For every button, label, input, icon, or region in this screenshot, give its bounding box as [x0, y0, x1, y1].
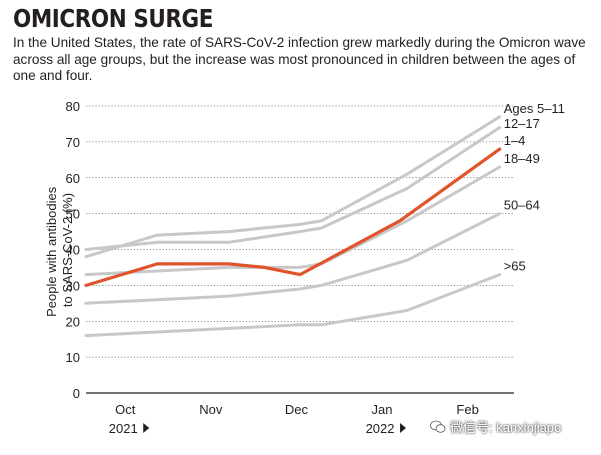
series-line	[84, 212, 502, 305]
year-arrow-icon	[143, 423, 150, 433]
wechat-icon	[430, 420, 446, 433]
watermark: 微信号: kanxinjiapo	[430, 417, 561, 436]
x-tick-label: Feb	[456, 402, 478, 417]
series-label: 18–49	[504, 151, 540, 166]
series-line	[84, 126, 502, 251]
y-axis-label: People with antibodies to SARS-CoV-2 (%)	[44, 183, 75, 317]
x-tick-label: Dec	[285, 402, 309, 417]
x-year-label: 2022	[366, 421, 395, 436]
series-label: Ages 5–11	[504, 101, 565, 116]
y-tick-label: 50	[66, 207, 80, 222]
chart-title: OMICRON SURGE	[13, 4, 214, 33]
x-tick-labels: Oct Nov Dec Jan Feb 2021 2022	[109, 402, 479, 436]
y-tick-label: 10	[66, 350, 80, 365]
series-line	[84, 165, 502, 277]
y-tick-labels: 0 10 20 30 40 50 60 70 80	[66, 99, 80, 401]
x-tick-label: Nov	[199, 402, 223, 417]
year-arrow-icon	[400, 423, 407, 433]
series-label: 1–4	[504, 133, 526, 148]
y-tick-label: 40	[66, 243, 80, 258]
series-line	[84, 147, 502, 287]
y-tick-label: 20	[66, 314, 80, 329]
x-tick-label: Oct	[115, 402, 136, 417]
y-axis-label-line-1: People with antibodies	[44, 186, 59, 317]
y-tick-label: 30	[66, 278, 80, 293]
y-tick-label: 80	[66, 99, 80, 114]
watermark-text: 微信号: kanxinjiapo	[450, 420, 562, 435]
x-year-label: 2021	[109, 421, 138, 436]
y-axis-label-line-2: to SARS-CoV-2 (%)	[60, 193, 75, 307]
y-tick-label: 0	[73, 386, 80, 401]
series-line	[84, 273, 502, 338]
series-label: 12–17	[504, 116, 540, 131]
y-tick-label: 60	[66, 171, 80, 186]
series-lines	[84, 115, 502, 338]
series-line	[84, 115, 502, 259]
y-tick-label: 70	[66, 135, 80, 150]
chart-subtitle: In the United States, the rate of SARS-C…	[13, 35, 586, 83]
x-tick-label: Jan	[372, 402, 393, 417]
series-label: 50–64	[504, 198, 540, 213]
series-label: >65	[504, 259, 526, 274]
grid-lines	[86, 105, 514, 358]
